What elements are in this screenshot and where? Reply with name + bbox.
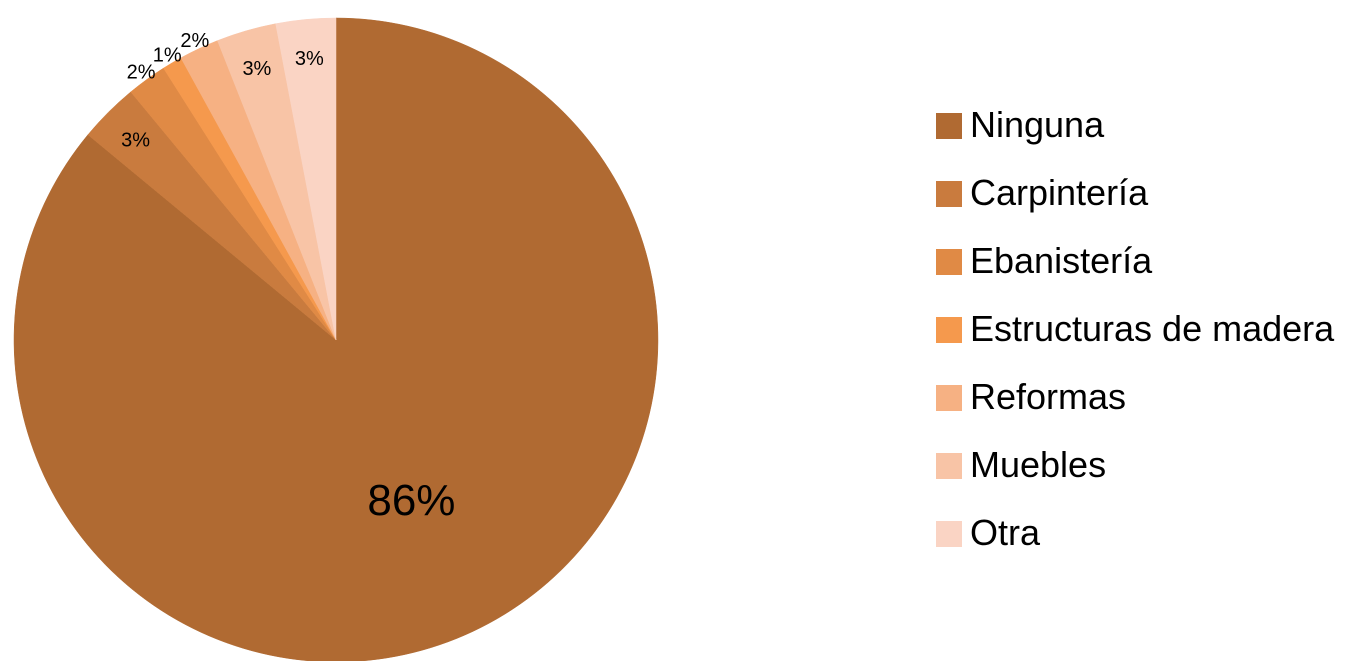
legend-label-carpinteria: Carpintería: [970, 172, 1149, 213]
data-label-estructuras-de-madera: 1%: [153, 45, 182, 67]
data-label-ebanisteria: 2%: [127, 62, 156, 84]
data-label-reformas: 2%: [180, 30, 209, 52]
legend-swatch-estructuras-de-madera: [936, 317, 962, 343]
data-label-carpinteria: 3%: [121, 130, 150, 152]
legend-swatch-ninguna: [936, 113, 962, 139]
legend-label-reformas: Reformas: [970, 376, 1126, 417]
pie-slice-otra: [275, 17, 337, 341]
data-label-otra: 3%: [295, 48, 324, 70]
legend-label-ninguna: Ninguna: [970, 104, 1105, 145]
data-label-ninguna: 86%: [367, 476, 455, 525]
legend-swatch-carpinteria: [936, 181, 962, 207]
pie-slice-ninguna: [13, 17, 659, 661]
pie-slices: [13, 17, 659, 661]
legend-label-ebanisteria: Ebanistería: [970, 240, 1153, 281]
legend-swatch-muebles: [936, 453, 962, 479]
legend-swatch-ebanisteria: [936, 249, 962, 275]
legend-label-estructuras-de-madera: Estructuras de madera: [970, 308, 1335, 349]
legend: Ninguna Carpintería Ebanistería Estructuras…: [936, 104, 1335, 553]
legend-swatch-reformas: [936, 385, 962, 411]
data-label-muebles: 3%: [242, 58, 271, 80]
pie-data-labels: 86% 3% 2%1%2% 3% 3%: [121, 30, 455, 525]
legend-swatch-otra: [936, 521, 962, 547]
legend-label-otra: Otra: [970, 512, 1041, 553]
legend-label-muebles: Muebles: [970, 444, 1106, 485]
